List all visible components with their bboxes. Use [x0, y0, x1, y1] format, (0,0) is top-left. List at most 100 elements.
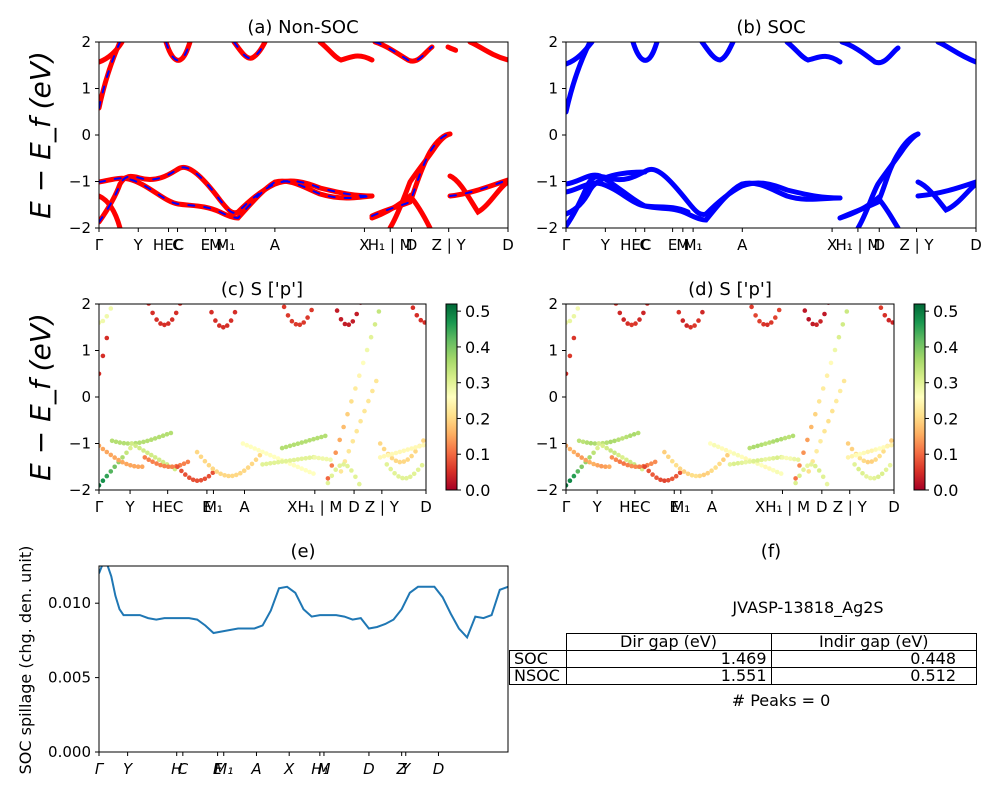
dotsD-point: [824, 481, 830, 487]
dotsC-point: [256, 447, 261, 453]
dotsC-point: [372, 322, 378, 327]
dotsC-point: [185, 459, 191, 465]
colorbar-c-tick-label: 0.5: [465, 302, 490, 321]
dotsD-point: [566, 371, 569, 377]
dotsC-point: [162, 322, 167, 328]
dotsD-point: [822, 311, 827, 317]
panel-b-xtick-label: E: [668, 236, 677, 254]
dotsC-point: [156, 434, 162, 440]
dotsC-point: [137, 440, 142, 446]
dotsC-point: [295, 464, 301, 470]
dotsC-point: [299, 440, 305, 445]
dotsC-point: [120, 455, 125, 460]
dotsC-point: [150, 459, 155, 465]
dotsC-point: [360, 360, 366, 366]
dotsC-point: [404, 475, 409, 481]
dotsC-point: [392, 471, 397, 476]
dotsC-point: [329, 473, 335, 479]
dotsC-point: [150, 310, 155, 316]
dotsC-point: [325, 476, 331, 481]
dotsD-point: [759, 463, 764, 468]
dotsC-point: [418, 317, 424, 323]
dotsD-point: [889, 438, 894, 443]
dotsD-point: [868, 475, 873, 481]
dotsD-point: [882, 313, 888, 318]
dotsC-point: [411, 471, 417, 477]
dotsD-point: [575, 469, 581, 474]
dotsD-point: [666, 478, 671, 483]
dotsC-point: [260, 462, 265, 467]
panel-c-title: (c) S ['p']: [221, 279, 303, 300]
dotsD-point: [872, 475, 877, 481]
dotsD-point: [782, 435, 788, 441]
dotsD-point: [712, 442, 717, 448]
dotsC-point: [268, 461, 273, 466]
dotsD-point: [607, 464, 612, 470]
dotsC-point: [349, 468, 354, 473]
band-b-9: [566, 180, 691, 215]
dotsD-point: [567, 318, 573, 324]
dotsC-point: [202, 476, 208, 482]
panel-a-ytick-label: 2: [81, 33, 91, 51]
dotsC-point: [181, 461, 187, 467]
dotsD-point: [814, 449, 819, 454]
dotsC-point: [108, 469, 114, 474]
dotsC-point: [299, 456, 305, 462]
colorbar-c-tick-label: 0.3: [465, 374, 490, 393]
panel-b-xtick-label: C: [639, 236, 649, 254]
dotsD-point: [670, 458, 675, 464]
dotsC-point: [169, 464, 175, 470]
dotsD-point: [818, 439, 823, 444]
dotsC-point: [145, 450, 150, 456]
colorbar-c-tick-label: 0.1: [465, 445, 490, 464]
panel-a-xtick-label: D: [502, 236, 514, 254]
dotsC-point: [405, 447, 411, 452]
panel-a-xtick-label: X: [359, 236, 369, 254]
dotsC-point: [312, 455, 318, 460]
dotsC-point: [112, 455, 117, 460]
dotsD-point: [857, 451, 863, 457]
dotsD-point: [786, 434, 792, 440]
header-dir-gap: Dir gap (eV): [565, 633, 772, 651]
dotsD-point: [677, 466, 683, 472]
dotsC-point: [413, 449, 418, 454]
dotsC-point: [104, 335, 110, 341]
dotsC-point: [289, 318, 295, 324]
panel-d-ytick-label: −2: [536, 481, 558, 499]
dotsD-point: [877, 453, 882, 459]
panel-b-xtick-label: A: [737, 236, 748, 254]
dotsD-point: [856, 466, 861, 472]
dotsC-point: [190, 477, 196, 483]
dotsD-point: [608, 439, 613, 445]
panel-a-xtick-label: M₁: [216, 236, 235, 254]
panel-d-ytick-label: 0: [548, 388, 558, 406]
dotsC-point: [414, 313, 420, 318]
panel-b-ytick-label: −2: [536, 219, 558, 237]
dotsD-point: [806, 469, 811, 474]
dotsD-point: [849, 454, 855, 459]
panel-d-ytick-label: 2: [548, 295, 558, 313]
dotsC-point: [377, 441, 383, 446]
dotsD-point: [810, 321, 815, 327]
dotsD-point: [689, 473, 695, 478]
dotsC-point: [264, 461, 269, 467]
dotsC-point: [366, 398, 371, 404]
dotsD-point: [631, 432, 637, 437]
panel-a-ytick-label: −1: [69, 173, 91, 191]
dotsD-point: [723, 447, 729, 453]
dotsC-point: [222, 473, 227, 478]
panel-b-ytick-label: 2: [548, 33, 558, 51]
dotsC-point: [305, 315, 310, 320]
dotsC-point: [342, 321, 348, 327]
dotsD-point: [624, 457, 629, 463]
dotsD-point: [767, 456, 772, 462]
panel-e-ytick-label: 0.010: [48, 594, 91, 612]
dotsD-point: [739, 460, 745, 466]
dotsC-point: [154, 461, 159, 466]
dotsC-point: [253, 457, 259, 463]
dotsC-point: [357, 481, 362, 487]
panel-c-xtick-label: XH₁ | M: [287, 498, 342, 516]
dotsC-point: [113, 439, 119, 445]
dotsD-point: [753, 313, 758, 318]
soc-dir-gap: 1.469: [565, 650, 772, 668]
